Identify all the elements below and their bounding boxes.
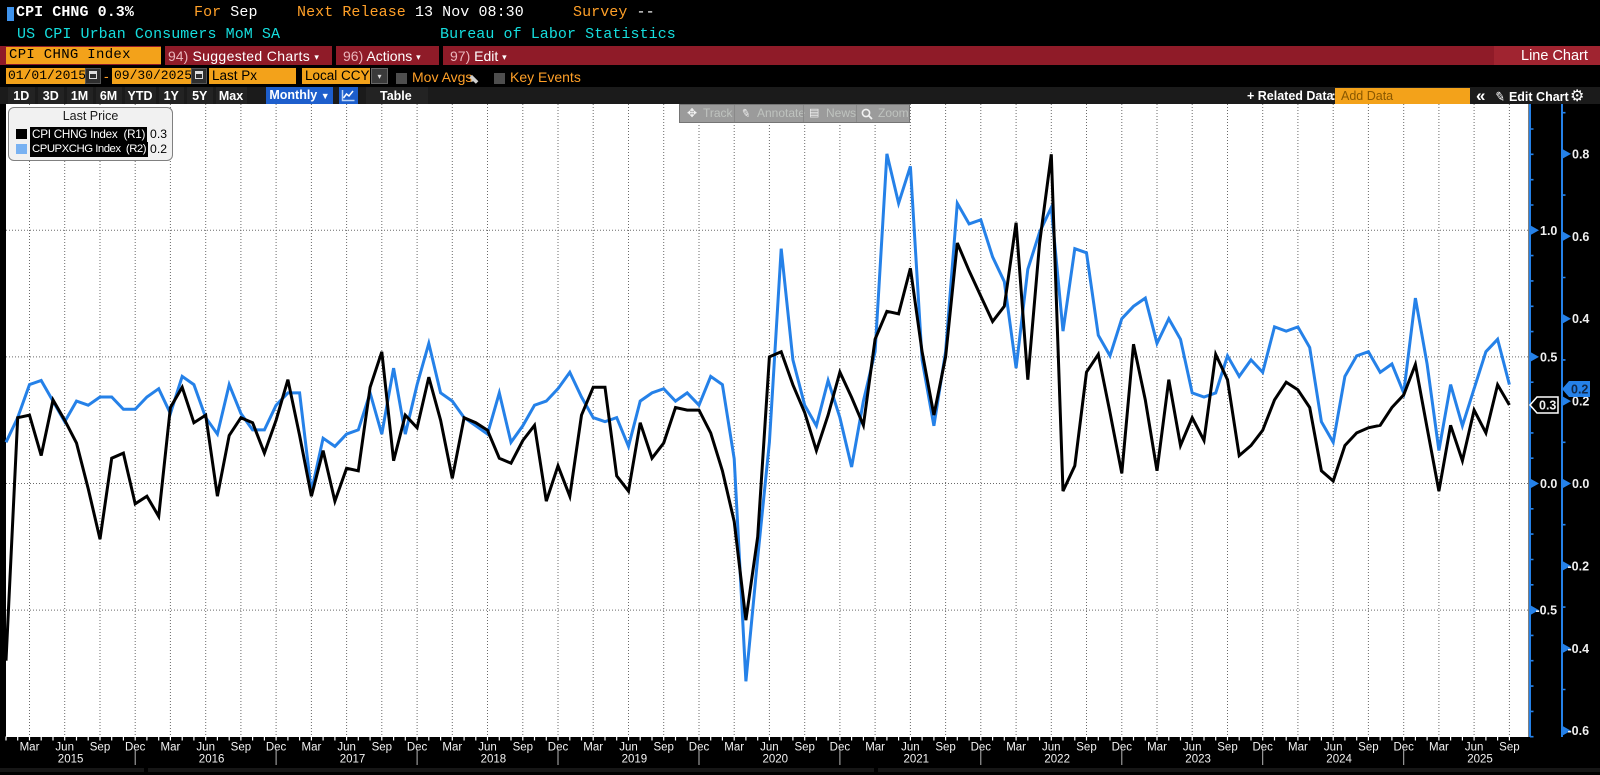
- svg-text:2019: 2019: [622, 754, 648, 766]
- svg-text:Mar: Mar: [20, 742, 40, 754]
- svg-text:Sep: Sep: [1358, 742, 1378, 754]
- svg-text:Mar: Mar: [1006, 742, 1026, 754]
- svg-text:Jun: Jun: [619, 742, 638, 754]
- svg-text:Sep: Sep: [372, 742, 392, 754]
- svg-text:-0.2: -0.2: [1568, 559, 1590, 573]
- svg-text:Mar: Mar: [583, 742, 603, 754]
- svg-text:Jun: Jun: [1324, 742, 1343, 754]
- svg-text:0.2: 0.2: [1571, 383, 1588, 397]
- svg-text:Sep: Sep: [653, 742, 673, 754]
- svg-text:Sep: Sep: [794, 742, 814, 754]
- svg-text:0.3: 0.3: [1539, 399, 1556, 413]
- svg-text:Jun: Jun: [55, 742, 74, 754]
- svg-text:Sep: Sep: [1076, 742, 1096, 754]
- svg-text:Sep: Sep: [513, 742, 533, 754]
- svg-text:Jun: Jun: [337, 742, 356, 754]
- svg-text:Jun: Jun: [196, 742, 215, 754]
- svg-text:0.6: 0.6: [1572, 230, 1589, 244]
- svg-text:Sep: Sep: [1217, 742, 1237, 754]
- svg-text:Mar: Mar: [865, 742, 885, 754]
- svg-text:Mar: Mar: [301, 742, 321, 754]
- svg-text:1.0: 1.0: [1540, 224, 1557, 238]
- svg-text:Dec: Dec: [971, 742, 992, 754]
- svg-text:2023: 2023: [1185, 754, 1211, 766]
- svg-text:Sep: Sep: [90, 742, 110, 754]
- svg-text:2015: 2015: [58, 754, 84, 766]
- svg-text:Jun: Jun: [1042, 742, 1061, 754]
- svg-text:0.0: 0.0: [1572, 477, 1589, 491]
- svg-text:2016: 2016: [199, 754, 225, 766]
- svg-text:0.8: 0.8: [1572, 147, 1589, 161]
- svg-text:-0.5: -0.5: [1536, 604, 1558, 618]
- svg-text:2025: 2025: [1467, 754, 1493, 766]
- svg-text:Sep: Sep: [1499, 742, 1519, 754]
- svg-text:2020: 2020: [763, 754, 789, 766]
- svg-text:2018: 2018: [481, 754, 507, 766]
- svg-text:2021: 2021: [904, 754, 930, 766]
- svg-text:Dec: Dec: [1252, 742, 1273, 754]
- svg-text:0.4: 0.4: [1572, 312, 1589, 326]
- svg-text:Mar: Mar: [1429, 742, 1449, 754]
- svg-text:Jun: Jun: [901, 742, 920, 754]
- svg-text:Sep: Sep: [935, 742, 955, 754]
- svg-text:Dec: Dec: [266, 742, 287, 754]
- svg-text:Dec: Dec: [1393, 742, 1414, 754]
- svg-text:Dec: Dec: [407, 742, 428, 754]
- svg-text:2024: 2024: [1326, 754, 1352, 766]
- svg-text:Mar: Mar: [1147, 742, 1167, 754]
- svg-text:2017: 2017: [340, 754, 366, 766]
- svg-text:Dec: Dec: [830, 742, 851, 754]
- svg-text:Mar: Mar: [442, 742, 462, 754]
- svg-text:Jun: Jun: [1183, 742, 1202, 754]
- svg-text:-0.6: -0.6: [1568, 724, 1590, 738]
- svg-text:Dec: Dec: [689, 742, 710, 754]
- svg-text:0.5: 0.5: [1540, 350, 1557, 364]
- svg-text:Mar: Mar: [1288, 742, 1308, 754]
- svg-text:-0.4: -0.4: [1568, 642, 1590, 656]
- svg-text:Jun: Jun: [760, 742, 779, 754]
- svg-text:Sep: Sep: [231, 742, 251, 754]
- svg-text:0.0: 0.0: [1540, 477, 1557, 491]
- svg-text:Mar: Mar: [160, 742, 180, 754]
- svg-text:Dec: Dec: [1112, 742, 1133, 754]
- svg-text:Dec: Dec: [548, 742, 569, 754]
- svg-text:Dec: Dec: [125, 742, 146, 754]
- svg-text:0.2: 0.2: [1572, 395, 1589, 409]
- svg-text:Mar: Mar: [724, 742, 744, 754]
- svg-text:Jun: Jun: [1465, 742, 1484, 754]
- svg-text:Jun: Jun: [478, 742, 497, 754]
- svg-text:2022: 2022: [1044, 754, 1070, 766]
